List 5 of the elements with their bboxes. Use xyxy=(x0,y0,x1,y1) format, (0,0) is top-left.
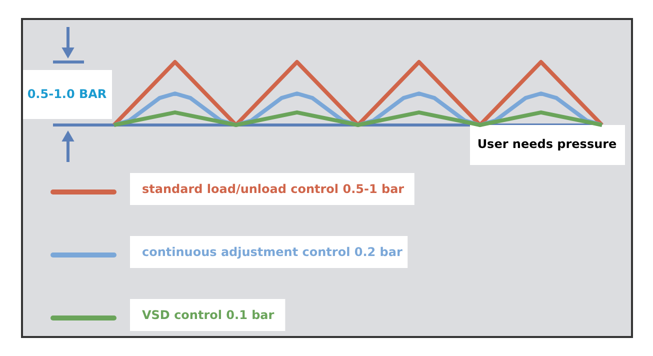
annotation: 0.5-1.0 BAR xyxy=(27,87,107,101)
text: VSD control 0.1 bar xyxy=(142,308,274,322)
text: standard load/unload control 0.5-1 bar xyxy=(142,182,404,196)
text: continuous adjustment control 0.2 bar xyxy=(142,245,402,259)
ref-line-label: User needs pressure xyxy=(477,137,617,151)
